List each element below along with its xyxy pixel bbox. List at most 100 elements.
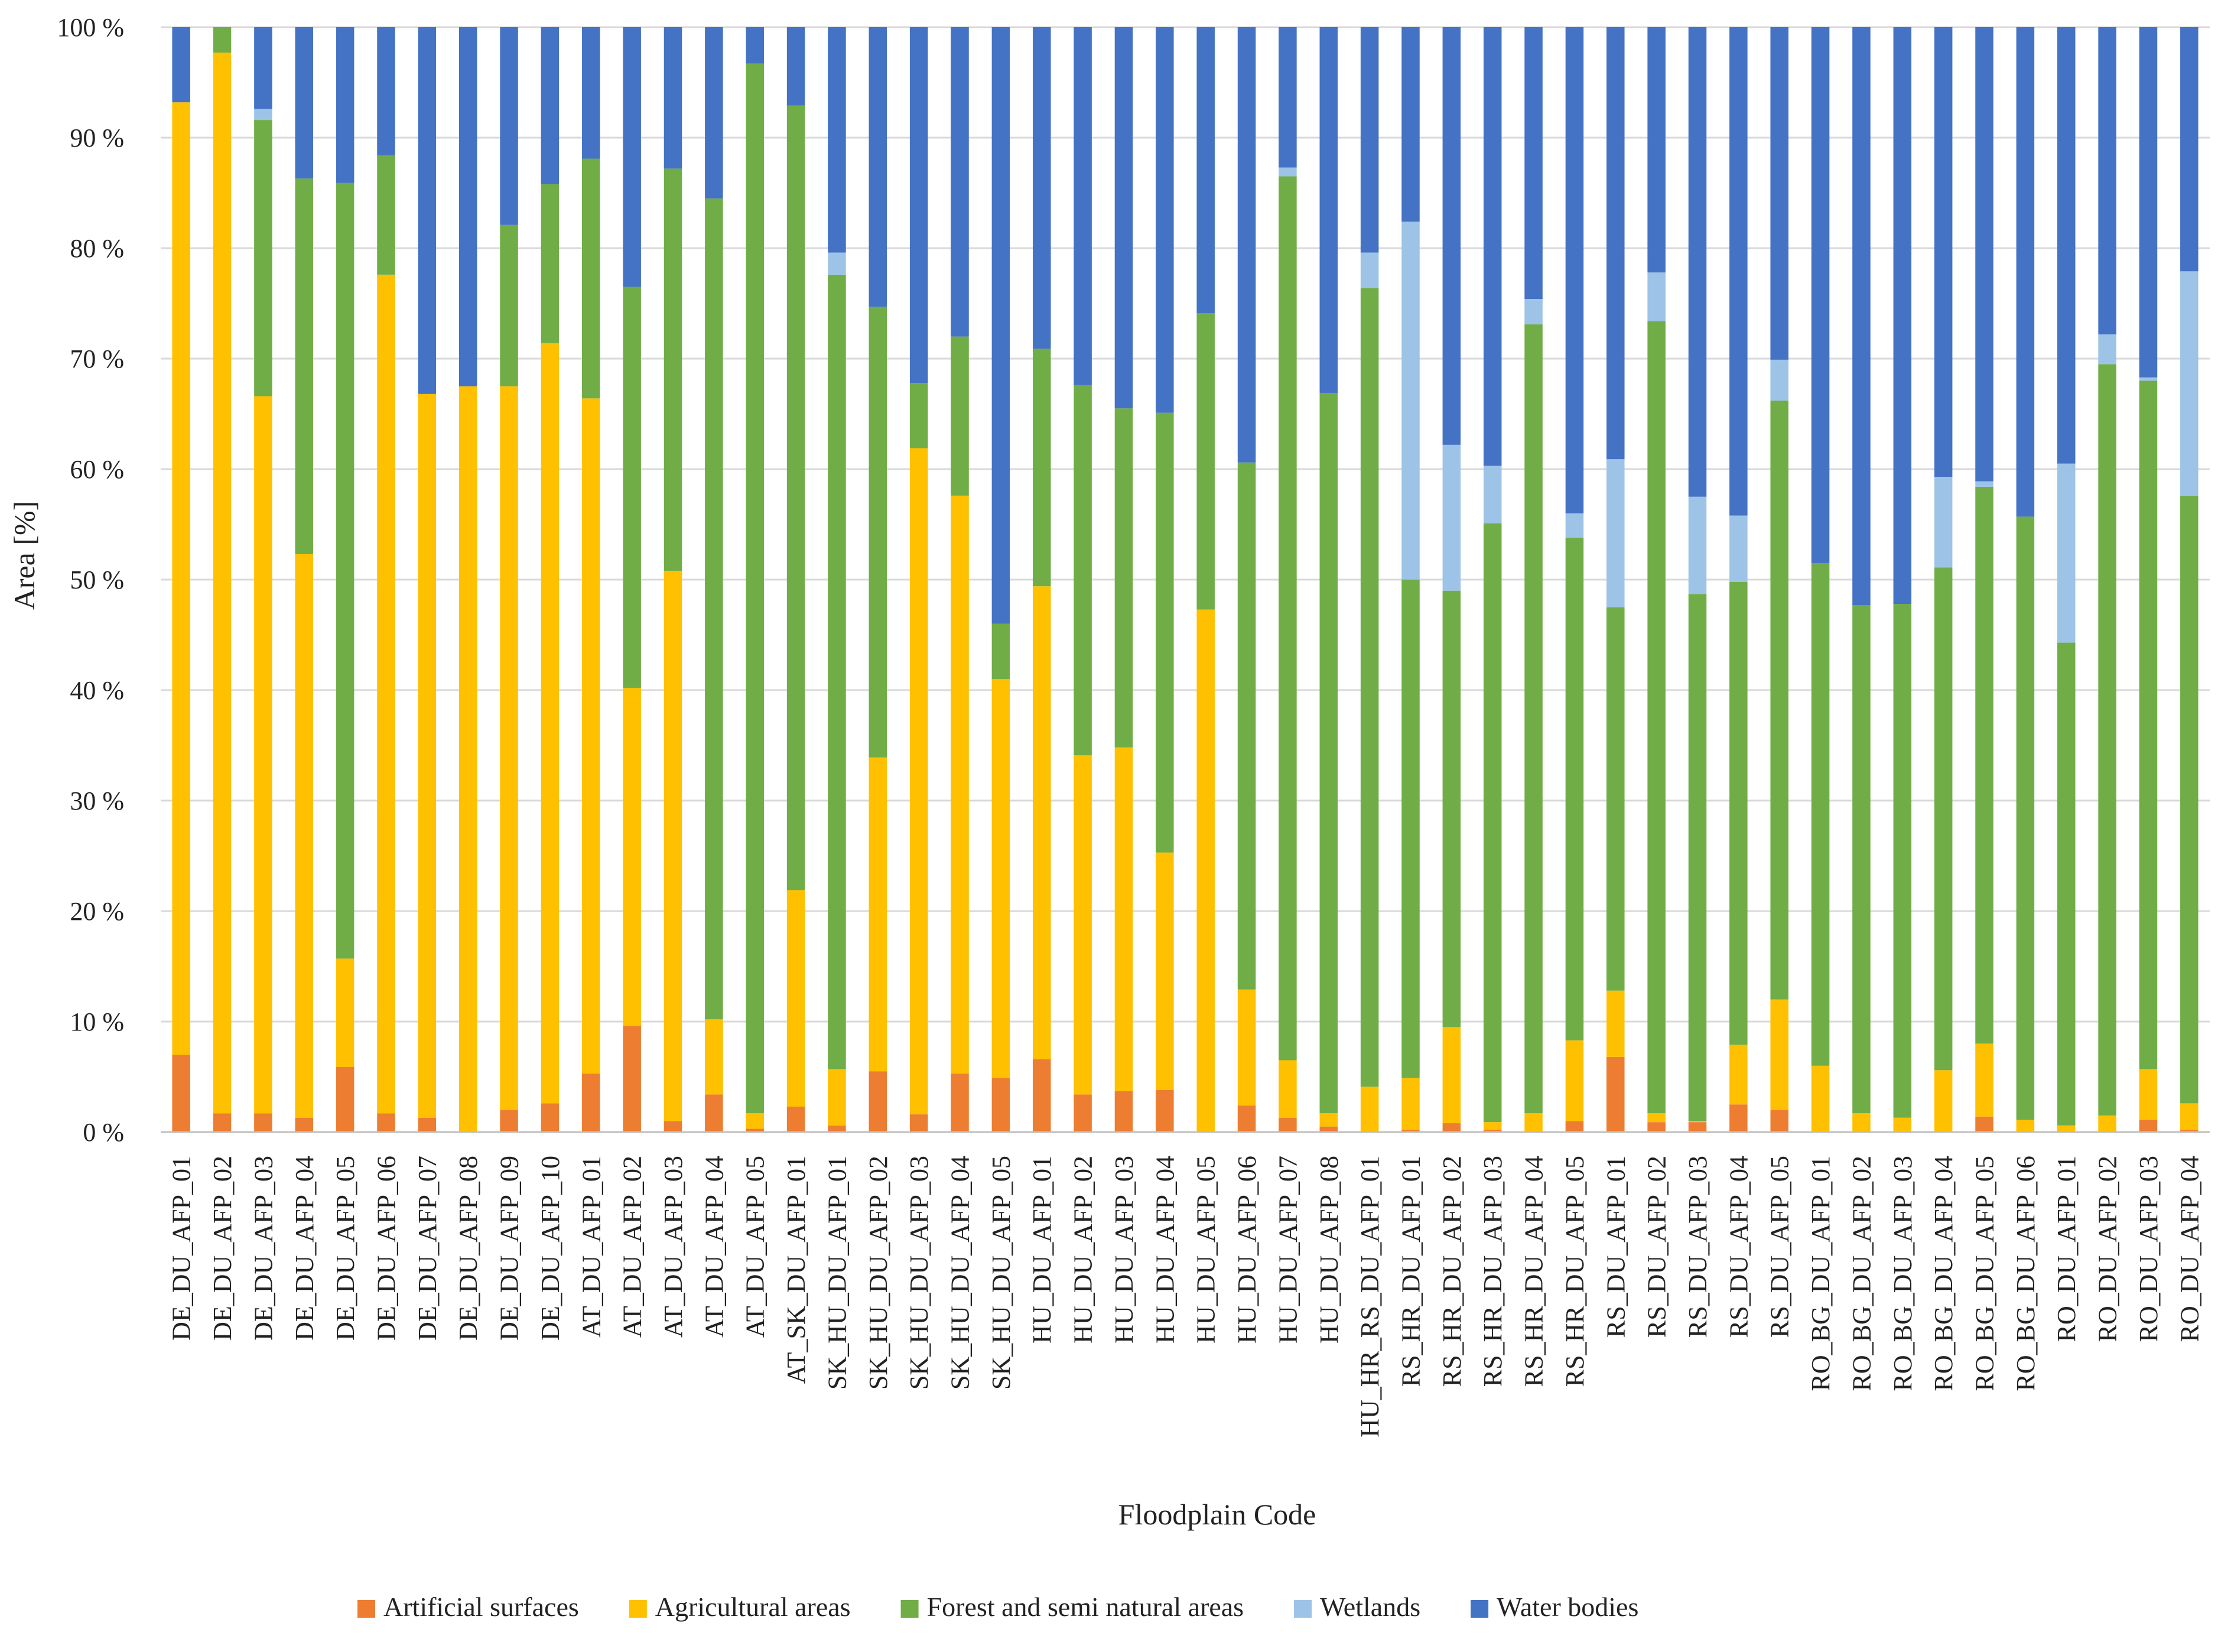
bar-segment [1319,1113,1338,1127]
bar-segment [1606,990,1625,1057]
bar-segment [951,495,969,1074]
x-tick-label: HU_DU_AFP_01 [1027,1156,1056,1344]
bar-segment [1442,27,1461,445]
bar-segment [623,1026,641,1132]
bar-segment [1934,567,1953,1071]
bar-segment [254,120,272,396]
bar-segment [336,27,355,183]
bar-segment [1483,1130,1502,1132]
bar-segment [295,554,314,1118]
bar-segment [377,155,395,275]
bar-segment [582,1073,600,1132]
x-tick-label: HU_DU_AFP_04 [1150,1156,1179,1344]
bar-segment [1237,989,1256,1106]
bar-segment [1360,288,1379,1087]
bar-segment [1770,1110,1788,1132]
x-tick-label: HU_DU_AFP_07 [1273,1156,1302,1344]
bar-segment [1401,27,1420,222]
bar-segment [623,287,641,688]
bar-segment [664,571,682,1121]
bar-segment [582,398,600,1074]
bar-segment [2098,364,2116,1116]
bar-segment [2098,27,2116,334]
bar-segment [1770,401,1788,1000]
bar-segment [1729,515,1748,582]
legend-label: Agricultural areas [655,1592,851,1622]
bar-segment [909,383,928,448]
bar-segment [1156,1090,1174,1132]
bar-segment [1688,1122,1707,1132]
bar-segment [1770,359,1788,401]
bar-segment [582,158,600,399]
bar-segment [254,27,272,109]
bar-segment [786,105,805,890]
legend-swatch [1471,1600,1489,1618]
bar-segment [458,386,477,1132]
bar-segment [1688,27,1707,497]
bar-segment [2180,1130,2199,1132]
x-tick-label: DE_DU_AFP_03 [249,1156,278,1341]
bar-segment [1647,1122,1666,1132]
bar-segment [172,1055,190,1132]
x-tick-label: SK_HU_DU_AFP_04 [946,1156,975,1390]
bar-segment [1442,1123,1461,1132]
bar-segment [1770,27,1788,360]
bar-segment [991,1078,1010,1132]
x-tick-label: HU_DU_AFP_08 [1315,1156,1344,1344]
bar-segment [1442,444,1461,591]
x-tick-label: RO_DU_AFP_02 [2093,1156,2122,1342]
x-tick-label: RS_DU_AFP_01 [1601,1156,1630,1338]
x-tick-label: RO_BG_DU_AFP_05 [1970,1156,1999,1391]
bar-segment [1647,272,1666,321]
bar-segment [705,1019,723,1095]
bar-segment [2139,27,2158,378]
bar-segment [2139,381,2158,1069]
bar-segment [909,448,928,1115]
x-tick-label: DE_DU_AFP_04 [290,1156,319,1341]
bar-segment [1401,1130,1420,1132]
bar-segment [500,1110,518,1132]
bar-segment [500,225,518,386]
bar-segment [1074,27,1092,385]
bar-segment [1360,252,1379,288]
bar-segment [1074,1094,1092,1132]
legend-label: Wetlands [1320,1592,1420,1622]
legend: Artificial surfaces Agricultural areas For… [357,1592,1638,1622]
bar-segment [2180,271,2199,496]
x-tick-label: RO_BG_DU_AFP_03 [1888,1156,1917,1391]
bar-segment [951,336,969,496]
bar-segment [1565,1121,1584,1132]
bar-segment [1032,349,1051,587]
bar-segment [1811,1065,1830,1132]
bar-segment [541,27,560,184]
bar-segment [2098,334,2116,365]
bar-segment [1688,1121,1707,1123]
y-tick-label: 100 % [57,13,124,42]
y-tick-label: 50 % [70,565,124,594]
bar-segment [1279,176,1297,1061]
y-tick-label: 60 % [70,455,124,484]
bar-segment [2016,1120,2035,1132]
x-tick-label: DE_DU_AFP_02 [208,1156,237,1341]
bar-segment [1279,1117,1297,1132]
legend-swatch [357,1600,375,1618]
bar-segment [295,1117,314,1132]
x-tick-label: AT_DU_AFP_03 [659,1156,688,1338]
bar-segment [909,27,928,383]
legend-item: Agricultural areas [629,1592,851,1622]
bar-segment [1156,852,1174,1090]
bar-segment [1196,27,1215,314]
axes: 0 % 10 % 20 % 30 % 40 % 50 % 60 % 70 % 80 % 90 % 1… [57,13,2210,1438]
bar-segment [1483,466,1502,523]
bar-segment [1565,27,1584,513]
bar-segment [1401,580,1420,1078]
x-tick-label: RO_BG_DU_AFP_04 [1929,1156,1958,1391]
bar-segment [336,1066,355,1132]
x-tick-label: DE_DU_AFP_06 [372,1156,401,1341]
bar-segment [1319,1126,1338,1132]
x-tick-label: RO_DU_AFP_01 [2052,1156,2081,1342]
bar-segment [664,27,682,169]
bar-segment [541,184,560,343]
x-tick-label: RS_HR_DU_AFP_04 [1520,1156,1549,1387]
